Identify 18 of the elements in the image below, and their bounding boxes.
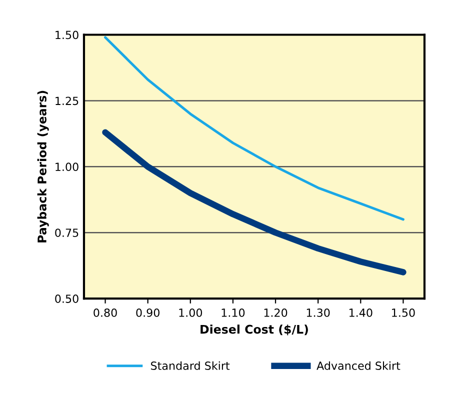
y-tick-label: 1.25 xyxy=(56,96,78,106)
legend-label: Advanced Skirt xyxy=(316,361,400,370)
x-tick-label: 1.20 xyxy=(264,308,288,317)
x-tick-label: 1.50 xyxy=(392,308,415,317)
x-tick-label: 0.80 xyxy=(94,308,117,317)
y-tick-label: 0.75 xyxy=(55,228,78,237)
x-tick-label: 1.40 xyxy=(349,308,372,317)
legend-label: Standard Skirt xyxy=(151,361,230,370)
y-axis-title: Payback Period (years) xyxy=(37,90,49,242)
line-series xyxy=(104,36,404,221)
x-tick-label: 1.00 xyxy=(179,308,202,317)
x-axis-title: Diesel Cost ($/L) xyxy=(200,324,308,336)
x-tick-label: 1.30 xyxy=(306,308,330,317)
y-tick-label: 1.00 xyxy=(56,162,78,172)
y-tick-label: 0.50 xyxy=(55,294,78,303)
x-tick-label: 1.10 xyxy=(222,308,245,317)
y-tick-label: 1.50 xyxy=(56,30,78,40)
x-tick-label: 0.90 xyxy=(136,308,160,317)
